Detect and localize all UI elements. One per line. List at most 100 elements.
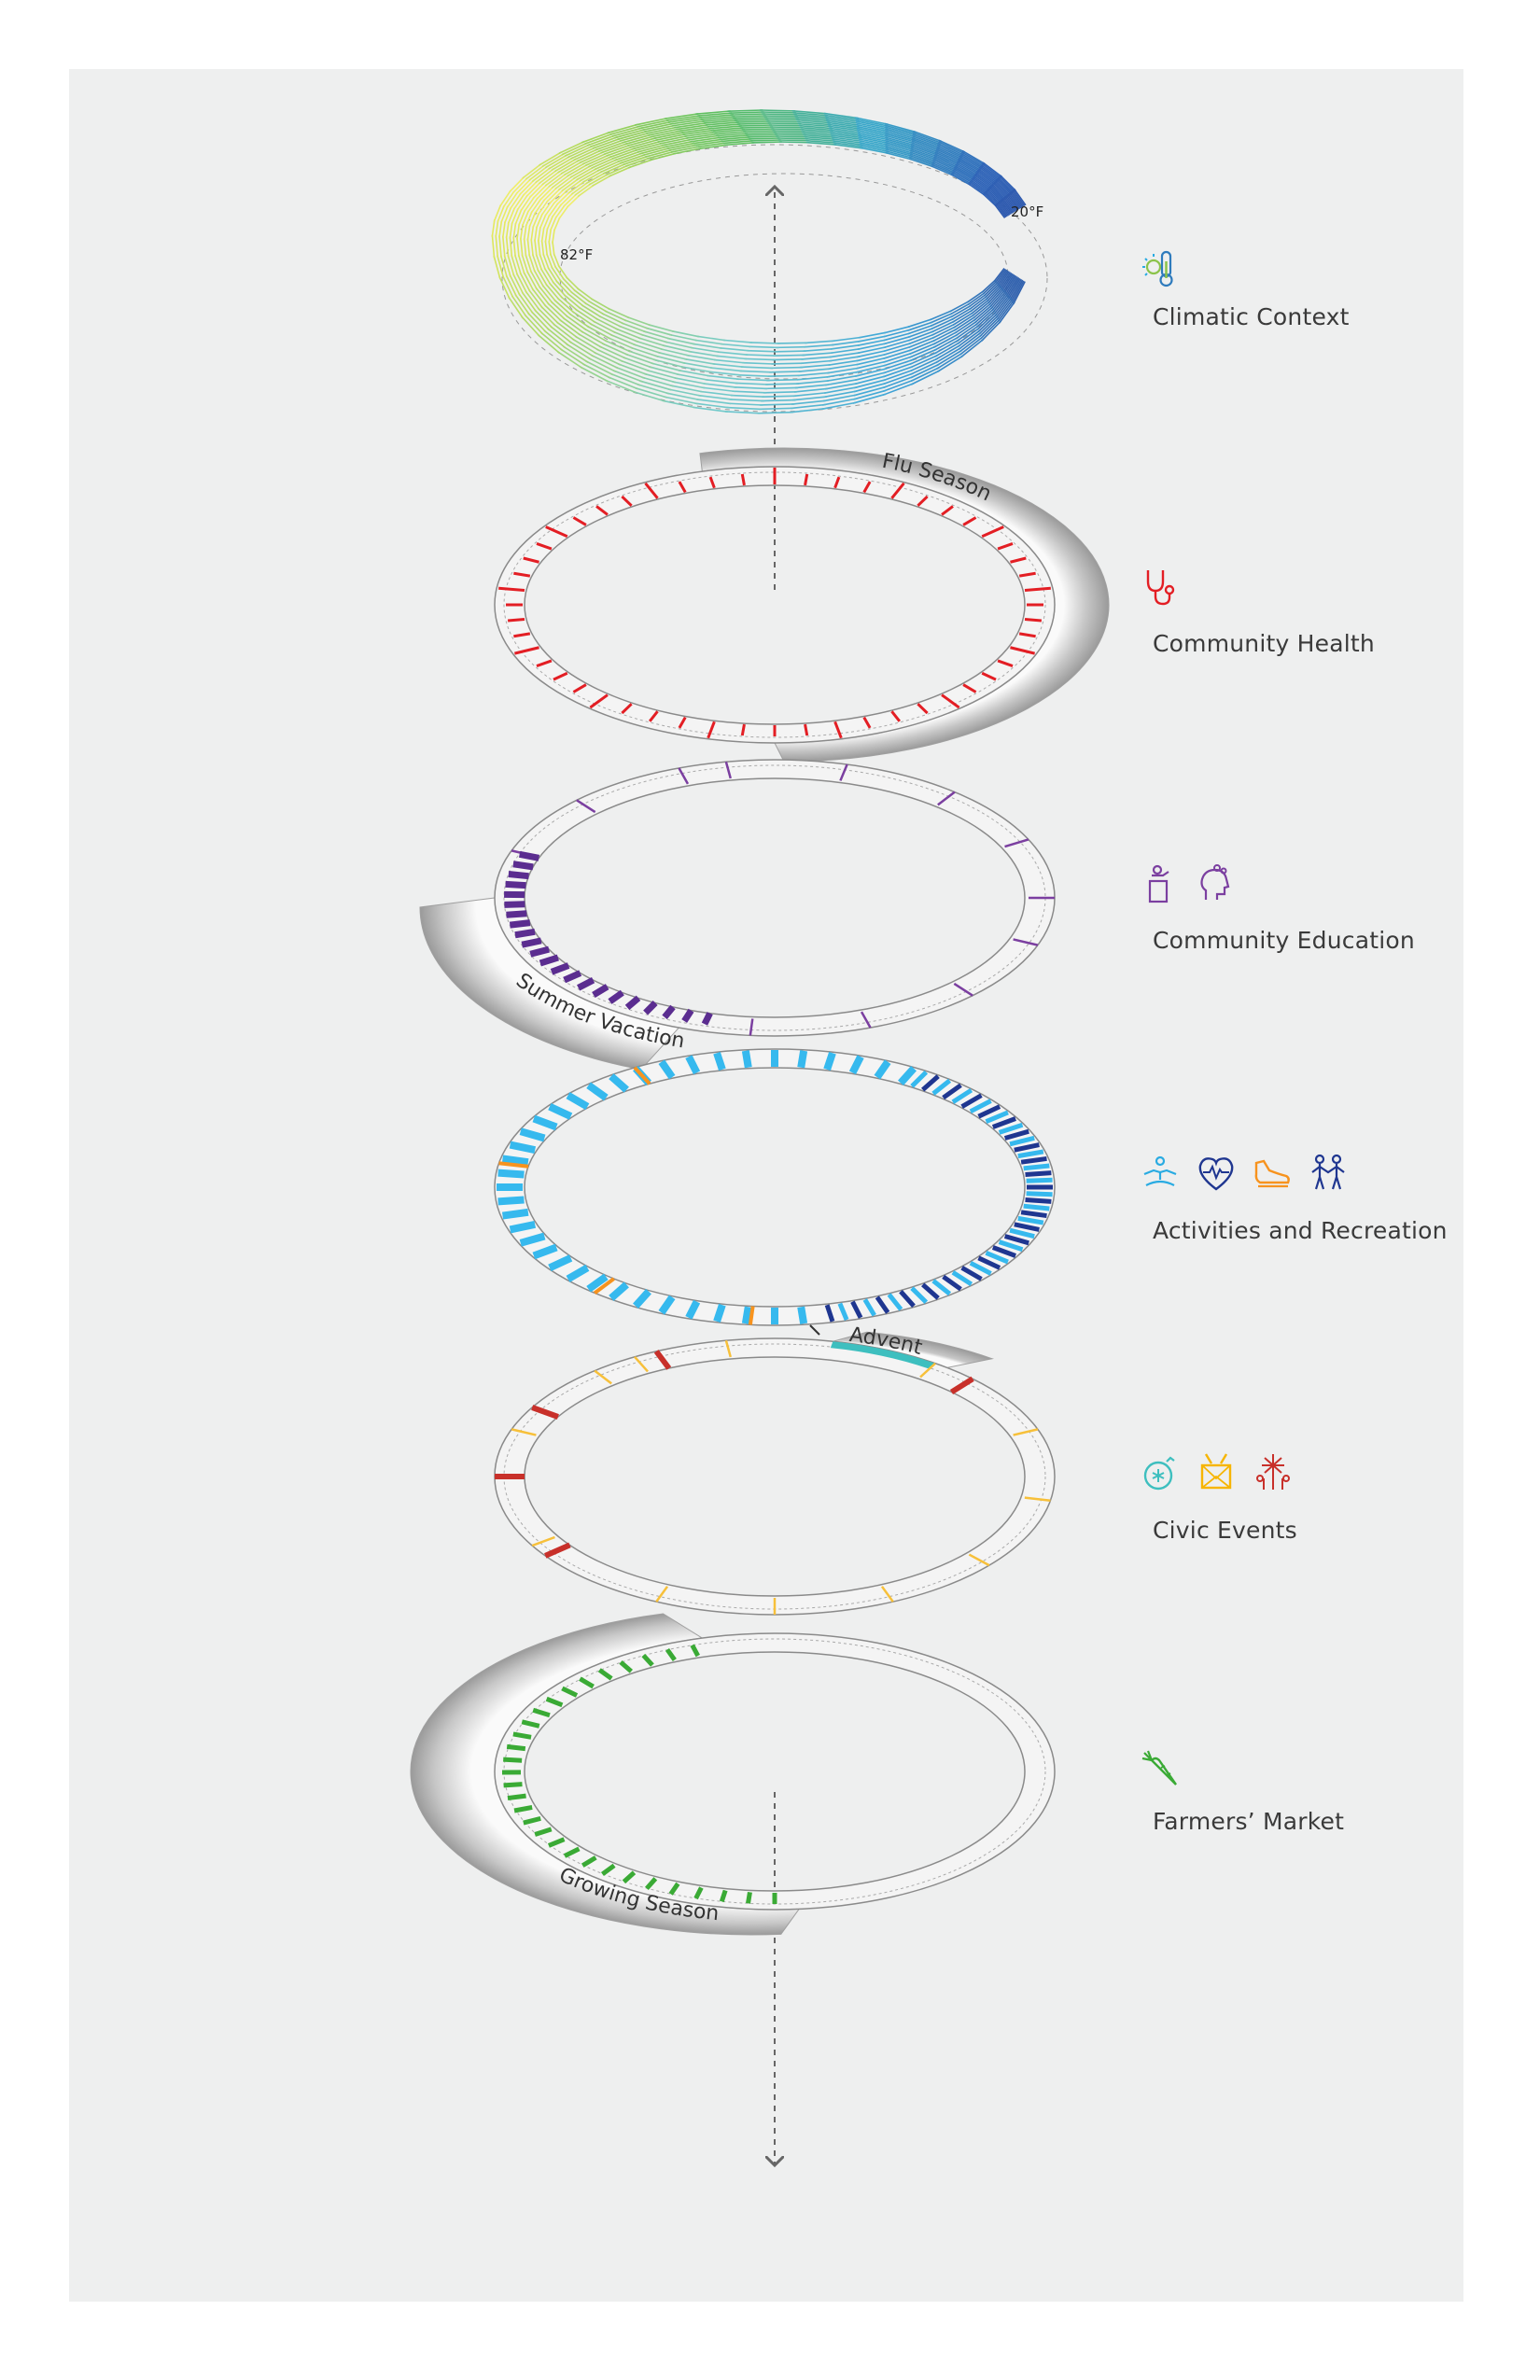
event-tick	[941, 693, 960, 709]
event-tick	[942, 1083, 962, 1100]
temperature-band	[710, 127, 744, 132]
temperature-band	[829, 131, 861, 137]
event-tick	[981, 525, 1004, 539]
temperature-band	[885, 130, 916, 140]
temperature-band	[617, 152, 643, 163]
event-tick	[874, 1059, 891, 1080]
temperature-band	[552, 281, 567, 297]
temperature-band	[912, 133, 942, 146]
temperature-band	[497, 204, 505, 223]
temperature-band	[968, 183, 986, 196]
temperature-band	[856, 125, 889, 134]
temperature-band	[823, 112, 860, 119]
temperature-band	[554, 175, 573, 189]
temperature-band	[534, 239, 538, 257]
temperature-band	[763, 117, 800, 119]
temperature-band	[800, 128, 833, 133]
temperature-band	[959, 157, 982, 171]
temperature-band	[987, 287, 1003, 304]
event-tick	[622, 1870, 637, 1884]
temperature-band	[824, 383, 859, 390]
temperature-band	[910, 367, 940, 382]
temperature-band	[560, 296, 579, 312]
temperature-band	[521, 210, 529, 227]
event-tick	[804, 723, 809, 736]
temperature-band	[556, 297, 575, 314]
event-tick	[498, 586, 525, 592]
temperature-band	[533, 269, 545, 287]
temperature-band	[626, 315, 651, 327]
event-tick	[1020, 1210, 1047, 1219]
temperature-band	[498, 235, 502, 259]
temperature-band	[855, 122, 889, 131]
temperature-band	[910, 147, 938, 158]
temperature-band	[548, 173, 567, 188]
temperature-band	[692, 343, 723, 349]
temperature-band	[617, 130, 648, 141]
temperature-band	[859, 143, 889, 151]
temperature-band	[832, 140, 863, 146]
temperature-band	[531, 287, 547, 307]
temperature-band	[563, 193, 578, 207]
temperature-band	[679, 127, 713, 134]
temperature-band	[994, 296, 1011, 316]
event-tick	[962, 516, 977, 526]
event-tick	[665, 1648, 677, 1661]
event-tick	[653, 1350, 672, 1370]
temperature-band	[531, 167, 552, 182]
temperature-band	[973, 175, 992, 189]
temperature-band	[532, 212, 540, 229]
temperature-band	[667, 388, 702, 397]
temperature-band	[550, 325, 572, 343]
event-tick	[506, 910, 527, 918]
temperature-band	[674, 377, 707, 385]
event-tick	[724, 761, 732, 779]
temperature-band	[681, 129, 715, 136]
temperature-band	[553, 299, 572, 315]
temp-high-label: 82°F	[560, 246, 593, 263]
temperature-band	[548, 203, 559, 217]
temperature-band	[648, 128, 680, 136]
temperature-band	[525, 290, 540, 311]
temperature-band	[570, 181, 589, 195]
event-tick	[1024, 1496, 1051, 1502]
temperature-band	[540, 268, 552, 286]
temperature-band	[769, 126, 804, 129]
temperature-band	[937, 143, 964, 156]
temperature-band	[603, 144, 631, 156]
climate-layer	[491, 109, 1048, 414]
temperature-band	[763, 391, 798, 394]
temperature-band	[620, 154, 646, 164]
temperature-band	[541, 170, 561, 186]
event-tick	[504, 901, 525, 908]
temperature-band	[684, 131, 717, 137]
event-tick	[548, 1102, 573, 1120]
temperature-band	[935, 346, 962, 364]
temperature-band	[582, 170, 603, 183]
temperature-band	[567, 180, 585, 194]
temperature-band	[959, 154, 983, 169]
temperature-band	[882, 379, 915, 392]
temperature-band	[537, 334, 561, 355]
civic-icons	[1139, 1449, 1294, 1495]
event-tick	[523, 1815, 541, 1826]
temperature-band	[882, 383, 915, 396]
temperature-band	[828, 356, 861, 362]
temperature-band	[821, 398, 857, 406]
temperature-band	[562, 316, 584, 333]
stethoscope-icon	[1146, 570, 1175, 606]
temperature-band	[988, 288, 1004, 306]
event-tick	[690, 1644, 700, 1658]
temperature-band	[662, 344, 693, 353]
temperature-band	[664, 113, 699, 119]
temperature-band	[777, 137, 808, 140]
temperature-band	[908, 333, 935, 345]
temperature-band	[1010, 191, 1023, 208]
temperature-band	[961, 151, 985, 166]
temperature-band	[535, 168, 554, 184]
temperature-band	[981, 320, 1001, 342]
temperature-band	[937, 144, 963, 157]
temperature-band	[805, 141, 837, 146]
temperature-band	[760, 111, 797, 114]
temperature-band	[595, 139, 623, 151]
